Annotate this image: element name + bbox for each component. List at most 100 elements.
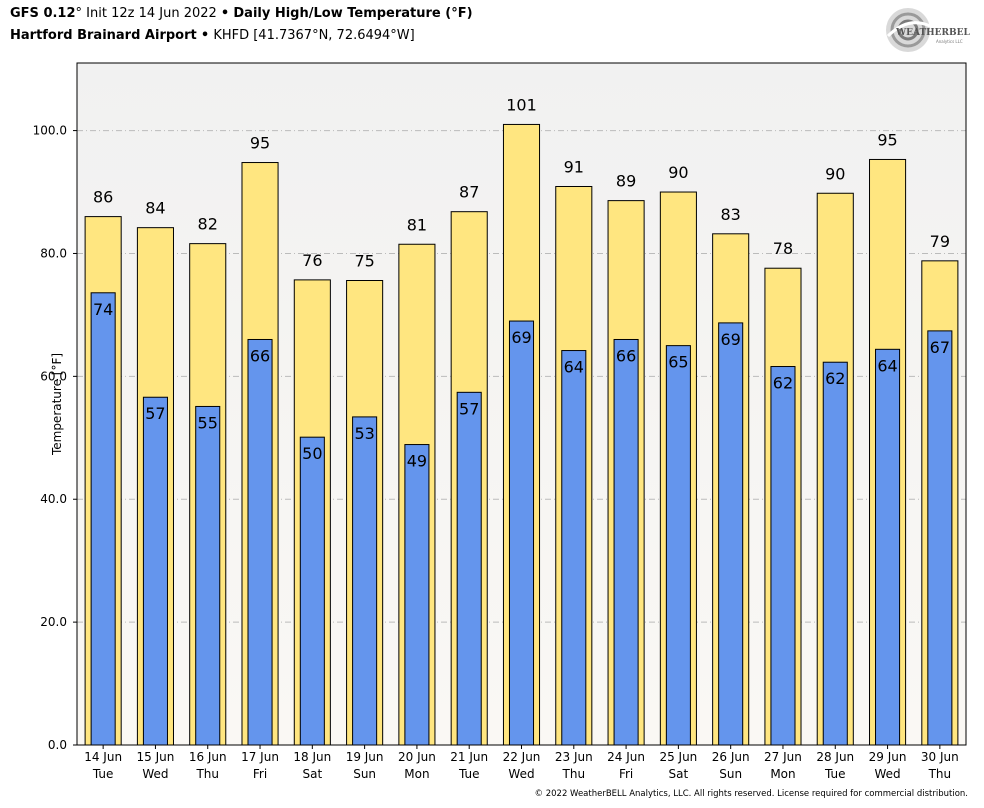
high-temp-label: 95 — [877, 130, 897, 149]
x-tick-label-day: Thu — [928, 767, 952, 781]
x-tick-label-day: Fri — [253, 767, 267, 781]
x-tick-label-date: 21 Jun — [450, 750, 488, 764]
high-temp-label: 86 — [93, 188, 113, 207]
init-time: Init 12z 14 Jun 2022 — [86, 6, 217, 21]
high-temp-label: 78 — [773, 239, 793, 258]
x-tick-label-day: Tue — [92, 767, 114, 781]
low-temp-bar — [247, 338, 273, 746]
low-temp-bar — [718, 322, 744, 746]
y-axis-title: Temperature [°F] — [50, 352, 65, 456]
x-tick-label-date: 15 Jun — [137, 750, 175, 764]
x-tick-label-date: 18 Jun — [293, 750, 331, 764]
product-title: Daily High/Low Temperature (°F) — [233, 6, 473, 21]
low-temp-bar — [195, 405, 221, 746]
low-temp-label: 64 — [564, 358, 584, 377]
low-temp-bar — [875, 348, 901, 746]
station-name: Hartford Brainard Airport — [10, 28, 197, 43]
x-tick-label-date: 22 Jun — [503, 750, 541, 764]
weatherbell-logo: WEATHERBELL Analytics LLC — [886, 8, 970, 52]
x-tick-label-day: Sun — [353, 767, 376, 781]
x-tick-label-date: 14 Jun — [84, 750, 122, 764]
high-temp-label: 87 — [459, 183, 479, 202]
logo-subtext: Analytics LLC — [936, 39, 963, 44]
low-temp-label: 74 — [93, 300, 113, 319]
high-temp-label: 75 — [354, 252, 374, 271]
x-axis: 14 Jun Tue 15 Jun Wed 16 Jun Thu 17 Jun Fri 18 J… — [84, 745, 959, 781]
high-temp-label: 79 — [930, 232, 950, 251]
x-tick-label-day: Fri — [619, 767, 633, 781]
chart-title-line-2: Hartford Brainard Airport • KHFD [41.736… — [10, 28, 415, 43]
low-temp-label: 64 — [877, 356, 897, 375]
x-tick-label-date: 26 Jun — [712, 750, 750, 764]
degree-symbol: ° — [75, 6, 83, 21]
high-temp-label: 81 — [407, 215, 427, 234]
logo-swirl-icon — [886, 8, 931, 52]
high-temp-label: 95 — [250, 134, 270, 153]
low-temp-label: 67 — [930, 338, 950, 357]
low-temp-label: 55 — [198, 413, 218, 432]
x-tick-label-date: 16 Jun — [189, 750, 227, 764]
x-tick-label-day: Wed — [874, 767, 900, 781]
model-name: GFS 0.12 — [10, 6, 76, 21]
high-temp-label: 82 — [198, 215, 218, 234]
x-tick-label-date: 17 Jun — [241, 750, 279, 764]
x-tick-label-day: Tue — [824, 767, 846, 781]
x-tick-label-day: Sat — [302, 767, 322, 781]
low-temp-label: 57 — [145, 404, 165, 423]
low-temp-label: 69 — [511, 328, 531, 347]
low-temp-bar — [822, 361, 848, 746]
low-temp-bar — [508, 320, 535, 746]
y-tick-label: 60.0 — [40, 369, 67, 383]
bars — [84, 123, 959, 746]
x-tick-label-date: 25 Jun — [659, 750, 697, 764]
y-tick-label: 80.0 — [40, 246, 67, 260]
low-temp-label: 62 — [773, 374, 793, 393]
y-tick-label: 100.0 — [33, 124, 67, 138]
low-temp-label: 62 — [825, 369, 845, 388]
x-tick-label-day: Sat — [669, 767, 689, 781]
x-tick-label-date: 27 Jun — [764, 750, 802, 764]
low-temp-bar — [927, 330, 953, 746]
x-tick-label-day: Sun — [719, 767, 742, 781]
low-temp-label: 65 — [668, 353, 688, 372]
x-tick-label-day: Thu — [562, 767, 586, 781]
high-temp-label: 76 — [302, 251, 322, 270]
low-temp-label: 66 — [250, 346, 270, 365]
high-temp-label: 90 — [825, 164, 845, 183]
low-temp-bar — [456, 391, 482, 746]
low-temp-bar — [665, 345, 691, 746]
x-tick-label-date: 19 Jun — [346, 750, 384, 764]
value-labels: 86 74 84 57 82 55 95 66 76 50 75 53 81 49 87 57 101 69 91 6… — [93, 95, 950, 470]
low-temp-label: 66 — [616, 346, 636, 365]
low-temp-bar — [142, 396, 168, 746]
station-bullet: • — [200, 28, 210, 43]
low-temp-label: 69 — [720, 330, 740, 349]
low-temp-bar — [352, 416, 378, 746]
logo-text: WEATHERBELL — [895, 28, 970, 38]
high-temp-label: 84 — [145, 199, 165, 218]
x-tick-label-date: 29 Jun — [869, 750, 907, 764]
low-temp-label: 50 — [302, 444, 322, 463]
x-tick-label-day: Wed — [508, 767, 534, 781]
x-tick-label-day: Mon — [770, 767, 795, 781]
low-temp-label: 53 — [354, 424, 374, 443]
high-temp-label: 83 — [720, 205, 740, 224]
x-tick-label-date: 30 Jun — [921, 750, 959, 764]
station-code: KHFD [41.7367°N, 72.6494°W] — [213, 28, 415, 43]
x-tick-label-date: 20 Jun — [398, 750, 436, 764]
high-temp-label: 101 — [506, 95, 537, 114]
x-tick-label-day: Wed — [142, 767, 168, 781]
copyright-notice: © 2022 WeatherBELL Analytics, LLC. All r… — [534, 789, 968, 799]
y-tick-label: 40.0 — [40, 492, 67, 506]
low-temp-label: 49 — [407, 452, 427, 471]
low-temp-label: 57 — [459, 399, 479, 418]
low-temp-bar — [770, 366, 796, 746]
x-tick-label-date: 24 Jun — [607, 750, 645, 764]
low-temp-bar — [561, 350, 587, 746]
x-tick-label-day: Tue — [458, 767, 480, 781]
low-temp-bar — [299, 436, 325, 746]
low-temp-bar — [613, 338, 639, 746]
low-temp-bar — [404, 444, 430, 746]
chart-title-line-1: GFS 0.12° Init 12z 14 Jun 2022 • Daily H… — [10, 6, 473, 21]
